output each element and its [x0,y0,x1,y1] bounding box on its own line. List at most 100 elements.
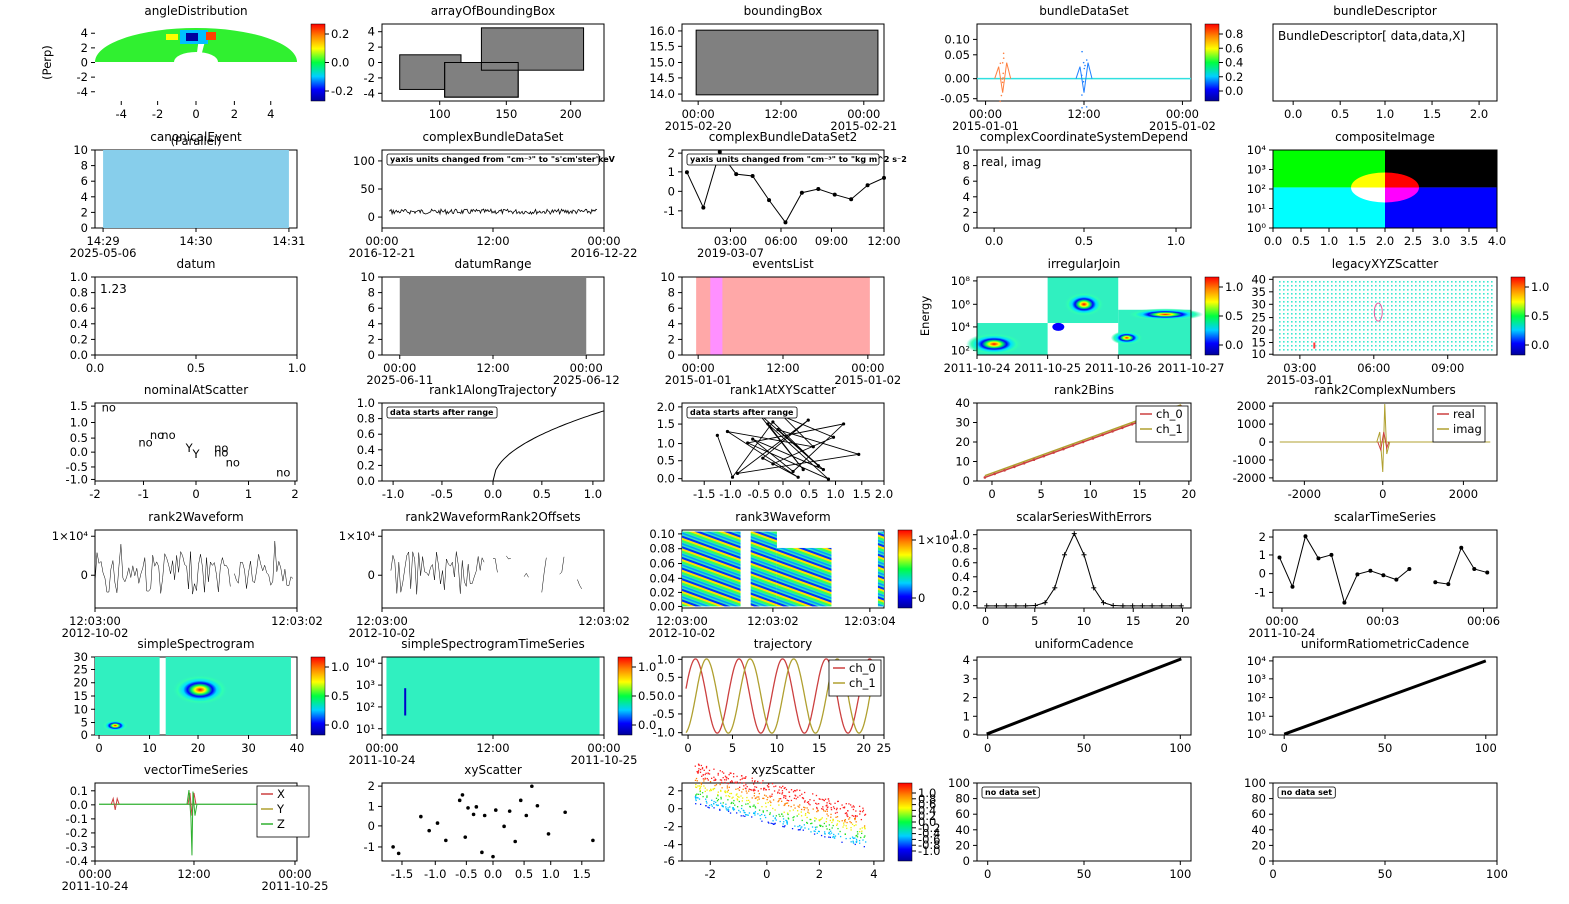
scatter-cell [1471,333,1473,335]
scatter-cell [1335,281,1337,283]
scatter-cell [1475,297,1477,299]
scatter-point [720,779,723,781]
scatter-cell [1287,289,1289,291]
x-tick-label: 03:00 [1283,361,1316,375]
scatter-point [830,807,832,809]
scatter-cell [1319,281,1321,283]
x-tick-label: 30 [241,741,256,755]
nominal-point: no [276,466,290,480]
x-tick-label: 100 [1486,867,1508,881]
scatter-point [855,841,858,844]
scatter-cell [1343,333,1345,335]
scatter-point [807,828,810,830]
scatter-point [818,798,820,800]
scatter-point [818,830,820,833]
scatter-point [758,809,761,811]
scatter-point [858,805,861,808]
y-tick-label: 2 [81,205,88,219]
scatter-point [739,781,741,784]
scatter-cell [1391,341,1393,343]
event-bar [103,150,289,228]
scatter-point [836,811,838,814]
scatter-cell [1307,285,1309,287]
scatter-point [754,805,756,808]
scatter-point [769,800,771,802]
scatter-cell [1331,293,1333,295]
scatter-cell [1371,281,1373,283]
scatter-point [841,841,843,843]
scatter-cell [1371,289,1373,291]
scatter-cell [1359,293,1361,295]
scatter-point [772,823,775,825]
scatter-point [744,777,747,779]
scatter-point [726,785,729,787]
scatter-cell [1443,321,1445,323]
scatter-point [754,811,757,813]
scatter-cell [1439,337,1441,339]
x-tick-label: 06:00 [1357,361,1390,375]
scatter-point [830,808,833,811]
scatter-point [777,792,779,794]
y-tick-label: 10³ [1247,163,1267,177]
scatter-point [694,796,697,799]
scatter-point [792,816,794,819]
scatter-point [704,787,706,789]
scatter-cell [1371,329,1373,331]
scatter-point [787,813,789,816]
scatter-point [843,824,845,826]
scatter-point [768,786,770,788]
scatter-cell [1383,321,1385,323]
x-date-label: 2011-10-24 [62,879,129,893]
scatter-cell [1491,297,1493,299]
scatter-cell [1283,281,1285,283]
chart-title: canonicalEvent [150,130,242,144]
scatter-cell [1363,309,1365,311]
scatter-point [706,796,708,798]
x-tick-label: 2 [816,867,823,881]
chart-title: uniformRatiometricCadence [1301,637,1469,651]
scatter-point [849,817,851,819]
scatter-cell [1439,281,1441,283]
annotation: no data set [985,788,1036,797]
scatter-cell [1487,297,1489,299]
data-point [771,462,775,466]
scatter-point [745,813,747,816]
scatter-point [741,791,743,793]
ellipse-red [1385,172,1419,188]
scatter-cell [1383,305,1385,307]
scatter-cell [1451,309,1453,311]
scatter-cell [1291,329,1293,331]
scatter-cell [1303,301,1305,303]
x-tick-label: -2 [152,107,163,121]
scatter-cell [1471,321,1473,323]
scatter-cell [1339,341,1341,343]
scatter-point [745,790,747,792]
scatter-cell [1315,337,1317,339]
scatter-point [698,768,700,770]
scatter-cell [1483,325,1485,327]
scatter-point [717,798,720,801]
scatter-point [790,799,793,802]
y-tick-label: 6 [368,301,375,315]
scatter-cell [1371,337,1373,339]
scatter-cell [1447,345,1449,347]
burst-dot [1084,64,1086,67]
scatter-point [742,777,744,779]
data-point [507,809,512,813]
y-tick-label: 2 [368,779,375,793]
scatter-point [772,815,774,817]
burst-dot [999,100,1001,103]
scatter-cell [1419,333,1421,335]
y-tick-label: 10² [1247,182,1266,196]
scatter-cell [1475,281,1477,283]
scatter-cell [1391,321,1393,323]
scatter-cell [1287,297,1289,299]
waveform-block [682,531,741,607]
scatter-point [857,833,859,835]
scatter-point [754,786,756,788]
feature [404,688,407,716]
scatter-cell [1343,305,1345,307]
scatter-cell [1455,333,1457,335]
